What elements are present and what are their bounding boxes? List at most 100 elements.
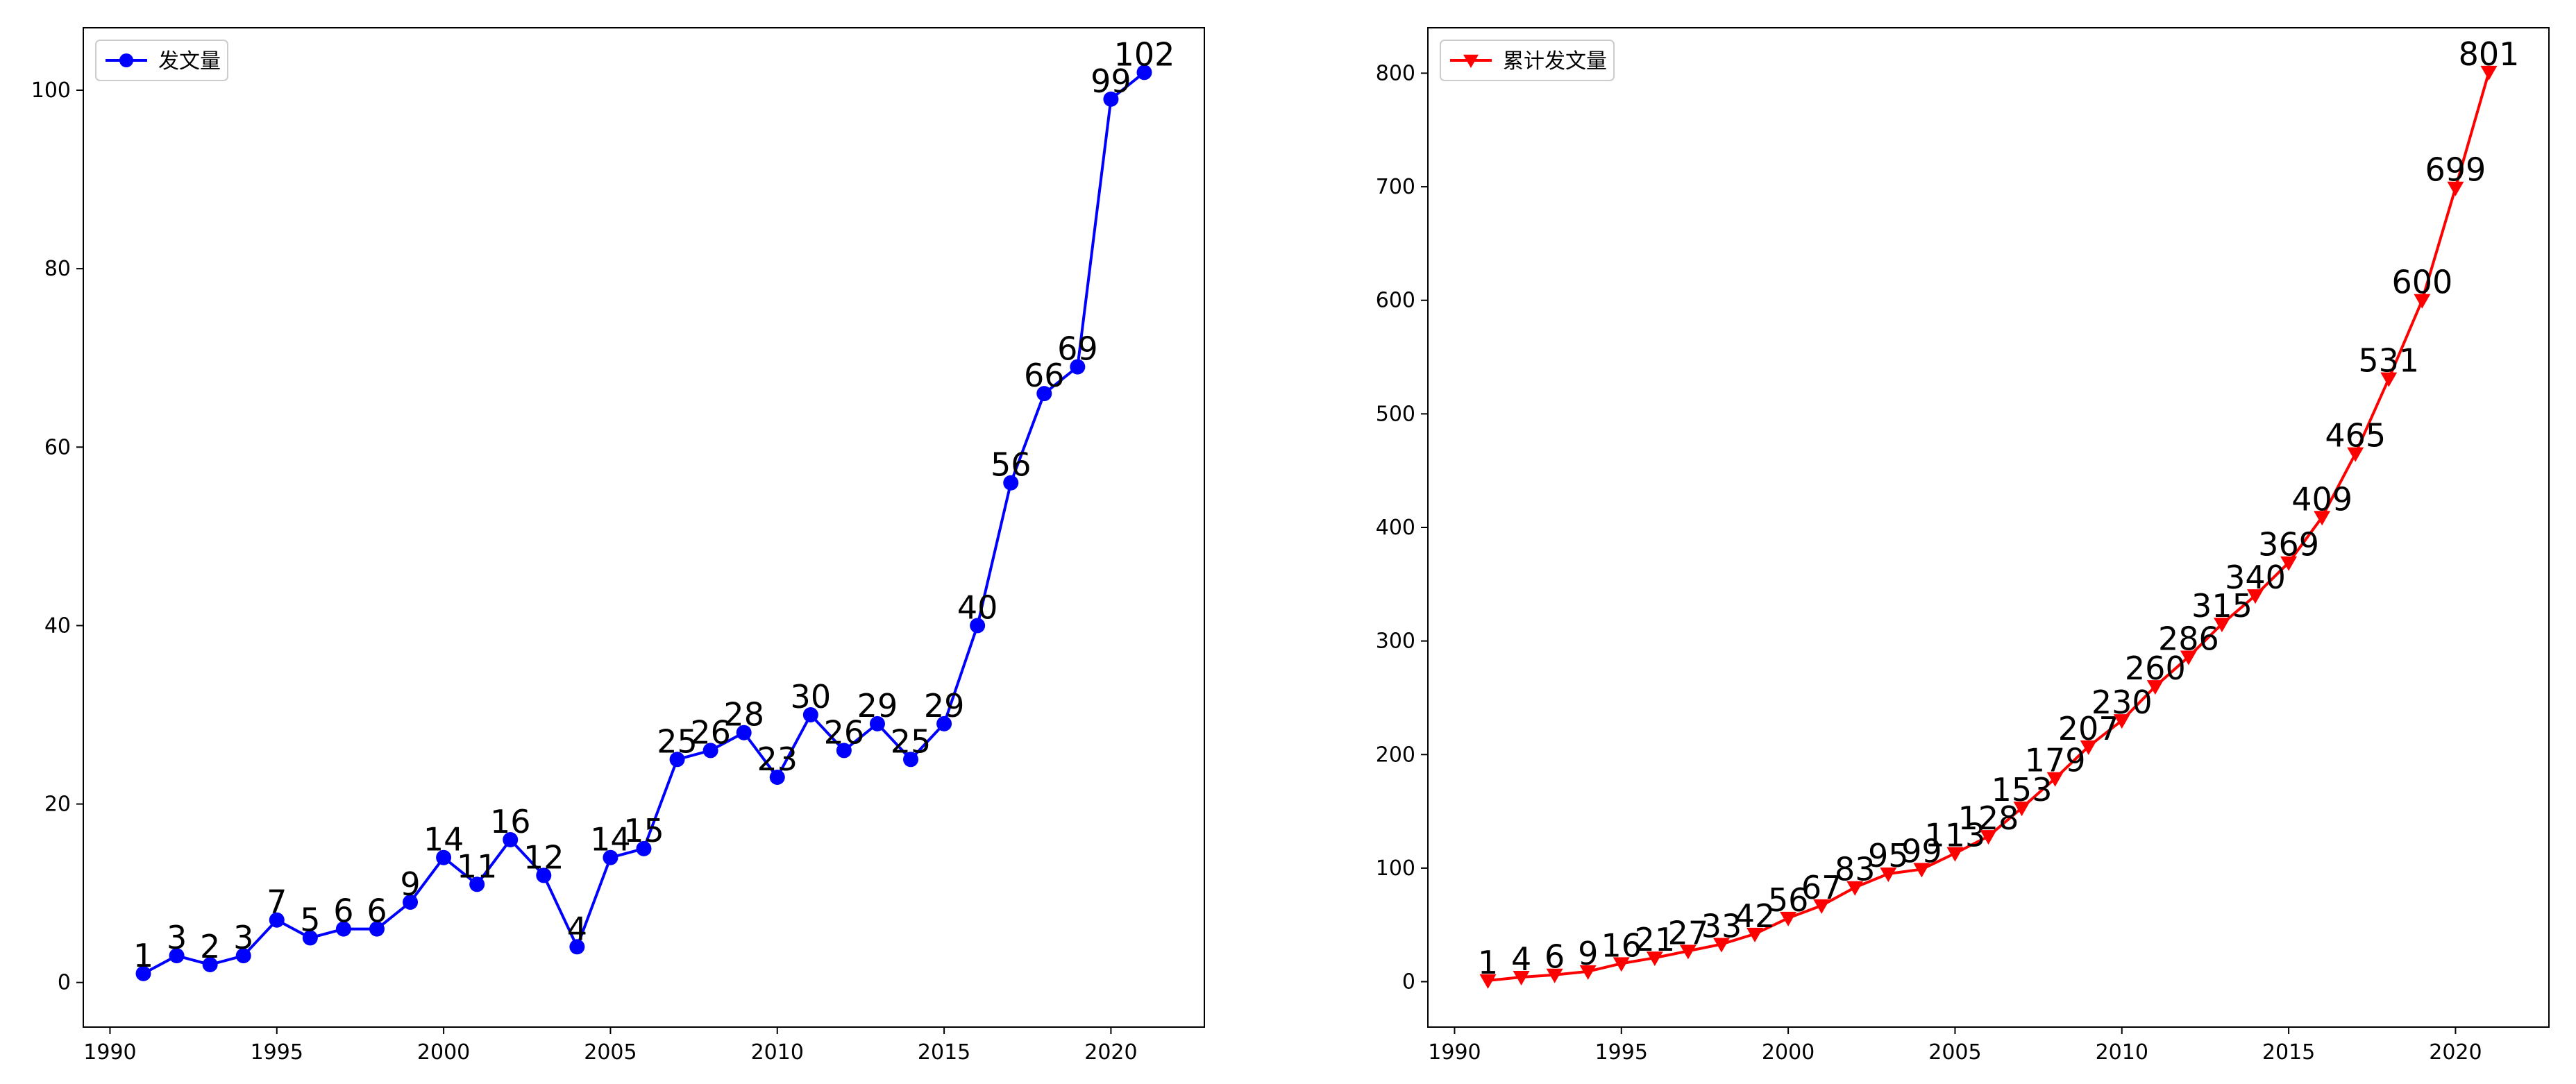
right-data-point <box>2113 714 2130 729</box>
left-y-tick-label: 20 <box>44 793 71 817</box>
left-data-point <box>869 715 885 731</box>
left-data-point <box>836 743 852 759</box>
right-data-label: 6 <box>1544 938 1565 976</box>
right-y-tick-label: 600 <box>1376 289 1415 313</box>
left-legend <box>95 40 228 81</box>
right-data-point <box>1479 974 1497 989</box>
left-data-point <box>469 876 485 892</box>
right-x-tick-label: 2015 <box>2262 1040 2315 1065</box>
right-data-label: 230 <box>2091 684 2153 721</box>
right-legend-label: 累计发文量 <box>1503 49 1607 74</box>
left-data-label: 29 <box>857 687 898 725</box>
right-data-label: 315 <box>2191 587 2253 625</box>
left-data-label: 14 <box>423 821 464 858</box>
right-data-label: 207 <box>2058 710 2119 747</box>
left-x-tick-label: 2000 <box>417 1040 470 1065</box>
right-x-tick-label: 2000 <box>1762 1040 1815 1065</box>
right-data-label: 153 <box>1992 771 2053 808</box>
right-data-point <box>1579 965 1597 980</box>
left-data-point <box>335 921 351 937</box>
right-data-point <box>1813 899 1830 914</box>
left-data-label: 6 <box>333 892 353 930</box>
left-data-label: 102 <box>1114 35 1175 73</box>
right-data-point <box>1880 867 1897 883</box>
right-data-point <box>2380 372 2398 387</box>
right-data-label: 369 <box>2258 526 2319 564</box>
left-data-label: 11 <box>457 847 498 885</box>
right-data-point <box>1646 951 1663 967</box>
left-data-point <box>269 912 285 928</box>
right-data-label: 9 <box>1578 935 1598 972</box>
left-data-point <box>369 921 385 937</box>
left-data-label: 26 <box>690 713 731 751</box>
left-data-label: 40 <box>957 588 998 626</box>
right-data-label: 56 <box>1768 881 1809 919</box>
left-data-point <box>936 715 952 731</box>
right-data-point <box>2447 181 2464 196</box>
left-data-point <box>1136 65 1152 81</box>
left-data-point <box>436 849 452 865</box>
right-data-label: 21 <box>1635 921 1676 958</box>
left-data-label: 7 <box>267 883 287 921</box>
left-data-point <box>302 930 318 946</box>
left-y-tick-label: 100 <box>31 78 71 103</box>
right-data-label: 286 <box>2158 620 2219 658</box>
right-data-point <box>2480 65 2498 81</box>
right-data-label: 113 <box>1925 817 1986 854</box>
left-data-point <box>603 849 618 865</box>
right-data-point <box>2080 740 2097 755</box>
right-data-point <box>2013 802 2030 817</box>
right-data-point <box>1946 847 1964 862</box>
right-data-point <box>1746 927 1764 942</box>
right-data-point <box>2314 511 2331 526</box>
right-data-point <box>2347 447 2364 462</box>
right-data-point <box>1679 945 1697 960</box>
left-data-point <box>636 840 652 856</box>
right-data-label: 179 <box>2025 742 2086 779</box>
left-data-label: 9 <box>400 865 420 903</box>
right-data-label: 99 <box>1901 833 1942 870</box>
right-data-label: 600 <box>2391 264 2452 301</box>
left-y-tick-label: 80 <box>44 257 71 281</box>
left-data-point <box>669 752 685 768</box>
right-y-tick-label: 200 <box>1376 743 1415 767</box>
right-data-point <box>1846 881 1864 896</box>
left-data-label: 15 <box>623 812 664 849</box>
left-data-label: 3 <box>233 919 253 956</box>
left-data-point <box>702 743 718 759</box>
right-y-tick-label: 300 <box>1376 629 1415 654</box>
left-data-label: 23 <box>757 740 798 778</box>
left-data-point <box>736 725 752 740</box>
left-data-label: 28 <box>723 696 764 734</box>
left-data-label: 4 <box>567 910 587 947</box>
left-data-point <box>1036 386 1052 402</box>
right-data-label: 42 <box>1735 897 1776 935</box>
right-data-label: 16 <box>1601 926 1642 964</box>
right-data-point <box>1546 968 1563 983</box>
right-data-point <box>1712 938 1730 953</box>
left-data-label: 30 <box>791 678 832 715</box>
left-data-point <box>802 707 818 722</box>
left-y-tick-label: 40 <box>44 613 71 638</box>
left-chart-annual-count: 1990 1995 2000 2005 2010 2015 2020020406080100… <box>31 27 1205 1065</box>
right-x-tick-label: 2005 <box>1928 1040 1981 1065</box>
right-data-point <box>2414 294 2431 309</box>
right-y-tick-label: 400 <box>1376 516 1415 540</box>
right-y-tick-label: 0 <box>1402 970 1415 994</box>
left-data-label: 56 <box>991 446 1032 484</box>
left-data-point <box>536 867 552 883</box>
left-data-label: 5 <box>300 901 320 938</box>
right-data-label: 531 <box>2358 342 2419 380</box>
left-data-point <box>403 895 419 910</box>
left-data-label: 25 <box>657 722 698 760</box>
left-data-label: 2 <box>200 928 220 965</box>
right-data-label: 465 <box>2325 417 2386 455</box>
right-y-tick-label: 500 <box>1376 402 1415 426</box>
left-legend-label: 发文量 <box>158 49 221 74</box>
right-data-point <box>1980 830 1997 845</box>
left-y-tick-label: 0 <box>58 971 71 995</box>
left-data-label: 25 <box>891 722 932 760</box>
left-data-label: 26 <box>824 713 865 751</box>
right-data-point <box>2180 650 2197 666</box>
right-x-tick-label: 1990 <box>1428 1040 1481 1065</box>
